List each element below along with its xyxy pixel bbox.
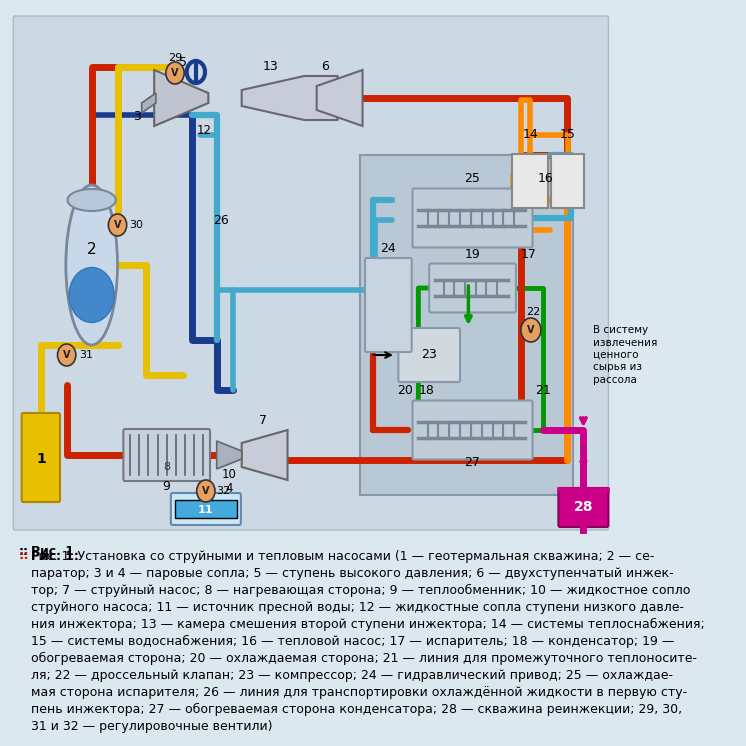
Text: Рис. 1.: Рис. 1.: [31, 545, 83, 558]
FancyBboxPatch shape: [398, 328, 460, 382]
Polygon shape: [242, 76, 337, 120]
Text: 4: 4: [225, 481, 233, 495]
Text: 18: 18: [419, 384, 434, 398]
Text: тор; 7 — струйный насос; 8 — нагревающая сторона; 9 — теплообменник; 10 — жидкос: тор; 7 — струйный насос; 8 — нагревающая…: [31, 584, 690, 597]
FancyBboxPatch shape: [175, 500, 236, 518]
FancyBboxPatch shape: [171, 493, 241, 525]
Circle shape: [108, 214, 127, 236]
Text: V: V: [527, 325, 535, 335]
Text: 29: 29: [168, 53, 182, 63]
Text: 2: 2: [87, 242, 96, 257]
Polygon shape: [154, 70, 208, 126]
Polygon shape: [242, 430, 287, 480]
FancyBboxPatch shape: [429, 263, 516, 313]
Text: 19: 19: [465, 248, 480, 260]
FancyBboxPatch shape: [413, 189, 533, 248]
Text: ::: ::: [19, 549, 29, 562]
Text: 25: 25: [465, 172, 480, 186]
Polygon shape: [142, 93, 156, 113]
FancyBboxPatch shape: [22, 413, 60, 502]
Text: струйного насоса; 11 — источник пресной воды; 12 — жидкостные сопла ступени низк: струйного насоса; 11 — источник пресной …: [31, 601, 684, 614]
Text: обогреваемая сторона; 20 — охлаждаемая сторона; 21 — линия для промежуточного те: обогреваемая сторона; 20 — охлаждаемая с…: [31, 652, 697, 665]
Text: пень инжектора; 27 — обогреваемая сторона конденсатора; 28 — скважина реинжекции: пень инжектора; 27 — обогреваемая сторон…: [31, 703, 682, 716]
Circle shape: [57, 344, 76, 366]
Polygon shape: [317, 70, 363, 126]
Text: 20: 20: [397, 384, 413, 398]
Text: ния инжектора; 13 — камера смешения второй ступени инжектора; 14 — системы тепло: ния инжектора; 13 — камера смешения втор…: [31, 618, 704, 631]
Text: 8: 8: [163, 462, 170, 472]
Ellipse shape: [69, 268, 114, 322]
Circle shape: [166, 62, 184, 84]
FancyBboxPatch shape: [360, 155, 572, 495]
Text: 27: 27: [465, 456, 480, 468]
Text: 26: 26: [213, 213, 229, 227]
Text: V: V: [172, 68, 179, 78]
Text: 15: 15: [560, 128, 575, 141]
Text: Рис. 1. Установка со струйными и тепловым насосами (1 — геотермальная скважина; : Рис. 1. Установка со струйными и тепловы…: [31, 550, 654, 563]
FancyBboxPatch shape: [365, 258, 412, 352]
Text: 30: 30: [129, 220, 143, 230]
Text: ::: ::: [19, 545, 28, 558]
Circle shape: [521, 318, 541, 342]
Text: 28: 28: [574, 500, 593, 514]
Text: 5: 5: [179, 57, 187, 69]
Text: В систему
извлечения
ценного
сырья из
рассола: В систему извлечения ценного сырья из ра…: [593, 325, 658, 385]
Text: 17: 17: [521, 248, 537, 260]
FancyBboxPatch shape: [551, 154, 584, 208]
Text: 11: 11: [198, 505, 213, 515]
FancyBboxPatch shape: [13, 16, 609, 530]
Text: V: V: [202, 486, 210, 496]
Text: 6: 6: [321, 60, 329, 72]
Text: 16: 16: [538, 172, 554, 186]
Text: V: V: [113, 220, 122, 230]
Text: 15 — системы водоснабжения; 16 — тепловой насос; 17 — испаритель; 18 — конденсат: 15 — системы водоснабжения; 16 — теплово…: [31, 635, 674, 648]
FancyBboxPatch shape: [413, 401, 533, 460]
Text: 14: 14: [522, 128, 538, 141]
Text: V: V: [63, 350, 70, 360]
Polygon shape: [216, 441, 242, 469]
Ellipse shape: [67, 189, 116, 211]
Text: ля; 22 — дроссельный клапан; 23 — компрессор; 24 — гидравлический привод; 25 — о: ля; 22 — дроссельный клапан; 23 — компре…: [31, 669, 673, 682]
Text: 7: 7: [259, 413, 266, 427]
Text: 31: 31: [79, 350, 93, 360]
Text: 24: 24: [380, 242, 396, 255]
Text: 12: 12: [197, 124, 212, 137]
Text: 23: 23: [421, 348, 437, 362]
Text: Рис. 1.: Рис. 1.: [31, 550, 78, 563]
FancyBboxPatch shape: [559, 488, 609, 527]
Text: 32: 32: [216, 486, 231, 496]
Text: 13: 13: [263, 60, 279, 72]
FancyBboxPatch shape: [123, 429, 210, 481]
Text: 10: 10: [222, 468, 236, 481]
Text: 31 и 32 — регулировочные вентили): 31 и 32 — регулировочные вентили): [31, 720, 272, 733]
FancyBboxPatch shape: [512, 154, 548, 208]
Text: паратор; 3 и 4 — паровые сопла; 5 — ступень высокого давления; 6 — двухступенчат: паратор; 3 и 4 — паровые сопла; 5 — ступ…: [31, 567, 674, 580]
Text: 1: 1: [36, 452, 46, 466]
Text: 21: 21: [535, 384, 551, 398]
Text: 3: 3: [134, 110, 142, 122]
Text: 22: 22: [526, 307, 541, 317]
Text: 9: 9: [163, 480, 171, 494]
Ellipse shape: [66, 185, 118, 345]
Circle shape: [197, 480, 215, 502]
Text: мая сторона испарителя; 26 — линия для транспортировки охлаждённой жидкости в пе: мая сторона испарителя; 26 — линия для т…: [31, 686, 687, 699]
